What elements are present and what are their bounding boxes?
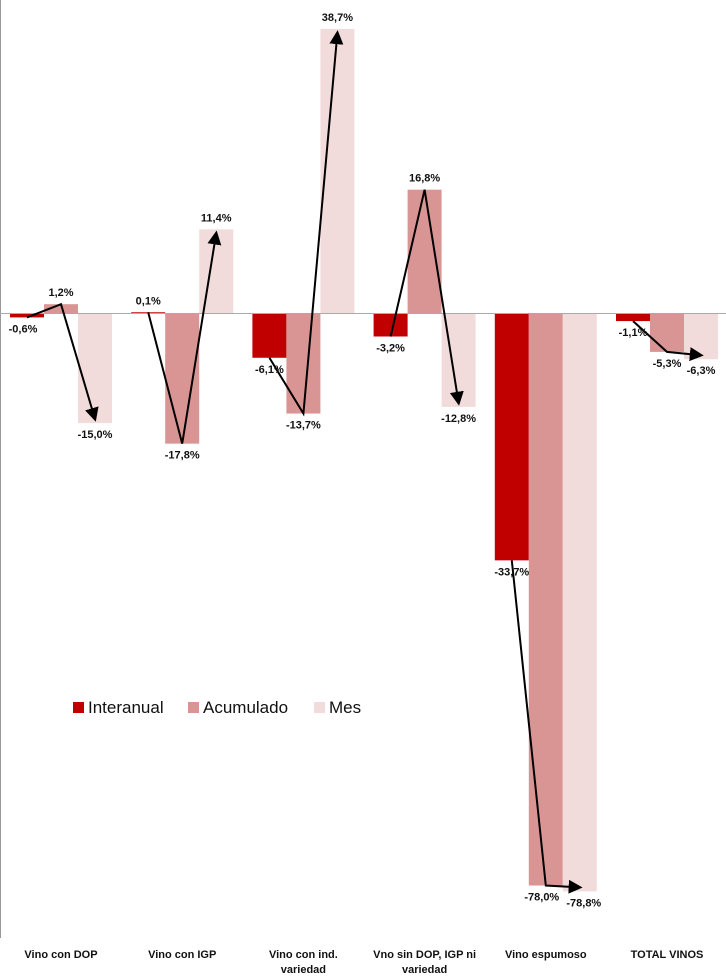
legend-label-acumulado: Acumulado: [203, 698, 288, 717]
value-label-acumulado-1: -17,8%: [165, 450, 200, 462]
category-label-2: Vino con ind. variedad: [269, 949, 338, 976]
value-labels: -0,6% 1,2% -15,0% 0,1% -17,8% 11,4% -6,1% -13,7…: [9, 12, 716, 909]
bar-mes-1: [199, 229, 234, 313]
bar-acumulado-4: [528, 313, 563, 886]
value-label-interanual-1: 0,1%: [136, 295, 161, 307]
category-label-3: Vno sin DOP, IGP ni variedad: [373, 949, 476, 976]
value-label-acumulado-0: 1,2%: [48, 287, 73, 299]
value-label-interanual-4: -33,7%: [494, 566, 529, 578]
bar-interanual-4: [494, 313, 529, 561]
trend-arrow-5: [632, 320, 704, 362]
bar-acumulado-0: [44, 304, 78, 313]
bar-acumulado-2: [286, 313, 321, 414]
trend-arrows: [26, 30, 704, 894]
trend-arrow-2: [268, 30, 344, 417]
value-label-mes-2: 38,7%: [322, 12, 353, 24]
value-label-mes-0: -15,0%: [78, 429, 113, 441]
bar-mes-4: [562, 313, 597, 892]
value-label-interanual-0: -0,6%: [9, 323, 38, 335]
value-label-acumulado-5: -5,3%: [653, 358, 682, 370]
category-label-1: Vino con IGP: [148, 949, 216, 961]
value-label-mes-3: -12,8%: [441, 413, 476, 425]
legend: Interanual Acumulado Mes: [73, 698, 361, 717]
bar-interanual-5: [616, 313, 650, 322]
value-label-mes-1: 11,4%: [201, 212, 232, 224]
category-label-0: Vino con DOP: [24, 949, 97, 961]
bar-mes-5: [684, 313, 718, 360]
legend-swatch-mes: [314, 702, 325, 713]
value-label-interanual-3: -3,2%: [376, 342, 405, 354]
trend-arrow-4: [510, 560, 583, 894]
category-label-5: TOTAL VINOS: [631, 949, 704, 961]
trend-arrow-3: [389, 189, 464, 406]
bar-interanual-3: [373, 313, 408, 337]
bars-layer: [10, 28, 718, 892]
legend-label-interanual: Interanual: [88, 698, 164, 717]
legend-swatch-interanual: [73, 702, 84, 713]
value-label-mes-5: -6,3%: [687, 365, 716, 377]
value-label-acumulado-2: -13,7%: [286, 420, 321, 432]
value-label-interanual-5: -1,1%: [619, 327, 648, 339]
bar-acumulado-3: [407, 189, 442, 313]
legend-swatch-acumulado: [188, 702, 199, 713]
value-label-acumulado-4: -78,0%: [524, 892, 559, 904]
bar-acumulado-5: [650, 313, 684, 352]
bar-mes-0: [78, 313, 112, 424]
category-labels: Vino con DOP Vino con IGP Vino con ind. var…: [24, 949, 703, 976]
bar-interanual-2: [252, 313, 287, 358]
value-label-interanual-2: -6,1%: [255, 364, 284, 376]
bar-acumulado-1: [165, 313, 200, 444]
value-label-mes-4: -78,8%: [566, 897, 601, 909]
trend-arrow-1: [147, 230, 222, 444]
bar-interanual-0: [10, 313, 44, 318]
legend-label-mes: Mes: [329, 698, 361, 717]
value-label-acumulado-3: 16,8%: [409, 173, 440, 185]
trend-arrow-0: [26, 302, 99, 422]
category-label-4: Vino espumoso: [505, 949, 587, 961]
